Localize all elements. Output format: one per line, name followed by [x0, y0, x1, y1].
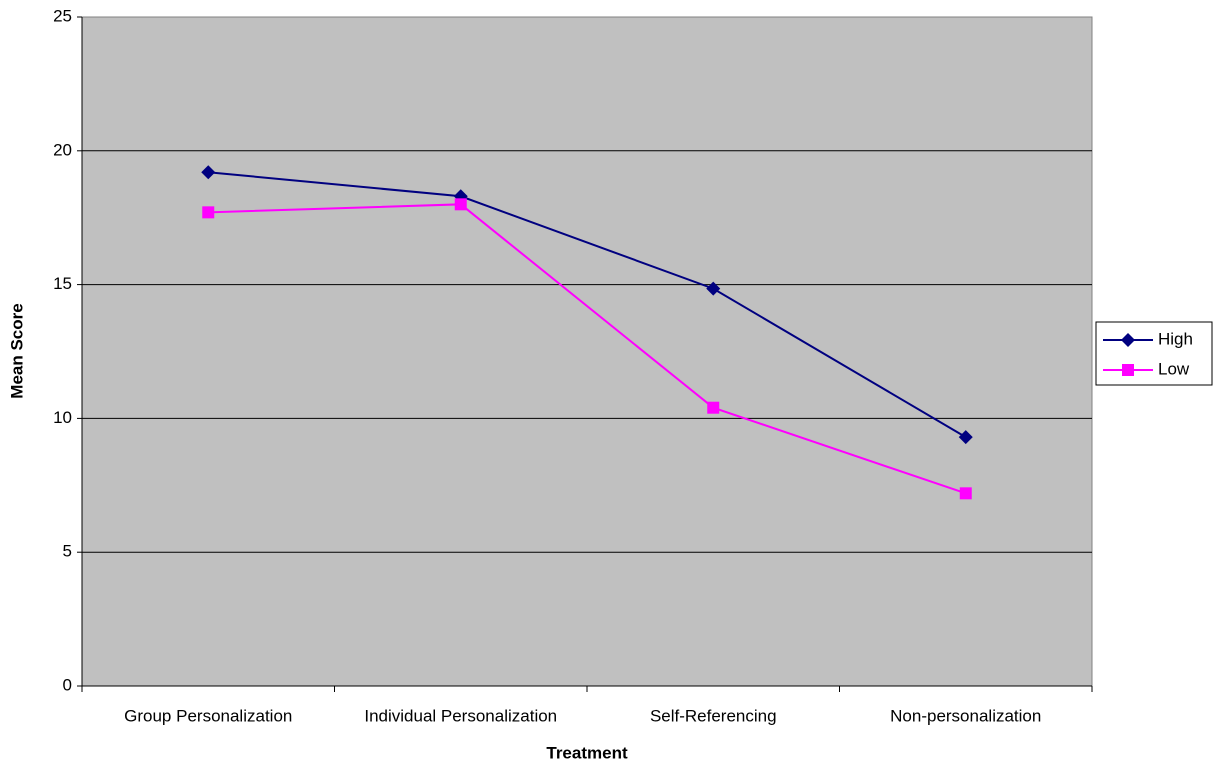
y-tick-label: 15 [53, 274, 72, 293]
marker [958, 430, 973, 445]
x-axis-title: Treatment [546, 743, 628, 762]
plot-area [81, 16, 1093, 687]
marker [202, 206, 215, 219]
x-tick-label: Individual Personalization [364, 706, 557, 725]
y-tick-label: 5 [63, 542, 72, 561]
series-line [208, 203, 967, 495]
marker [959, 487, 972, 500]
x-tick-label: Self-Referencing [650, 706, 777, 725]
marker [707, 401, 720, 414]
marker [1121, 333, 1135, 347]
y-tick-label: 0 [63, 675, 72, 694]
legend-label: Low [1158, 359, 1190, 378]
marker [706, 281, 721, 296]
y-axis-title: Mean Score [7, 303, 26, 398]
y-tick-label: 25 [53, 6, 72, 25]
marker [454, 198, 467, 211]
x-tick-label: Group Personalization [124, 706, 292, 725]
y-tick-label: 10 [53, 408, 72, 427]
marker [201, 165, 216, 180]
marker [1122, 364, 1134, 376]
y-tick-label: 20 [53, 140, 72, 159]
series-line [208, 171, 967, 438]
legend-label: High [1158, 329, 1193, 348]
legend [1095, 321, 1213, 386]
x-tick-label: Non-personalization [890, 706, 1041, 725]
